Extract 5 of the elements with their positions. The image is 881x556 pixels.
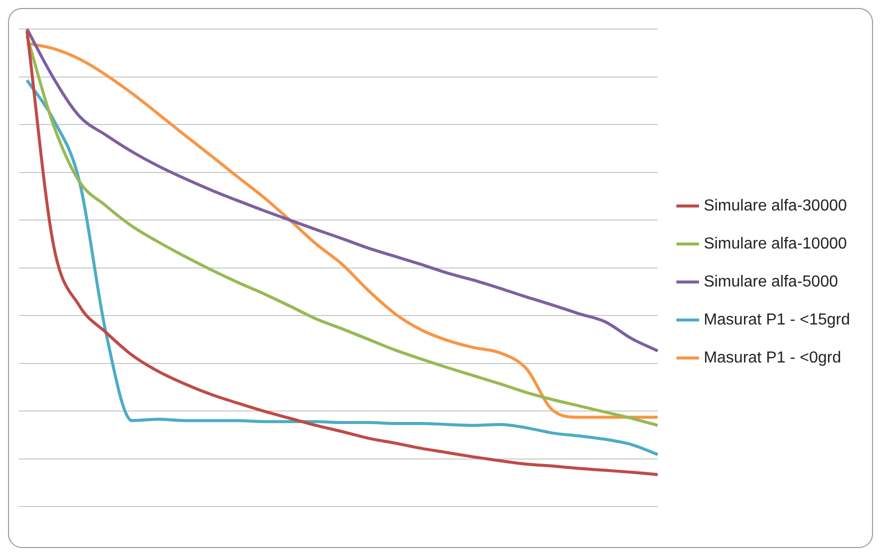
legend-label: Simulare alfa-10000 <box>704 235 847 252</box>
legend-label: Masurat P1 - <0grd <box>704 349 842 366</box>
legend-label: Simulare alfa-5000 <box>704 273 838 290</box>
legend-label: Simulare alfa-30000 <box>704 197 847 214</box>
legend-label: Masurat P1 - <15grd <box>704 311 850 328</box>
